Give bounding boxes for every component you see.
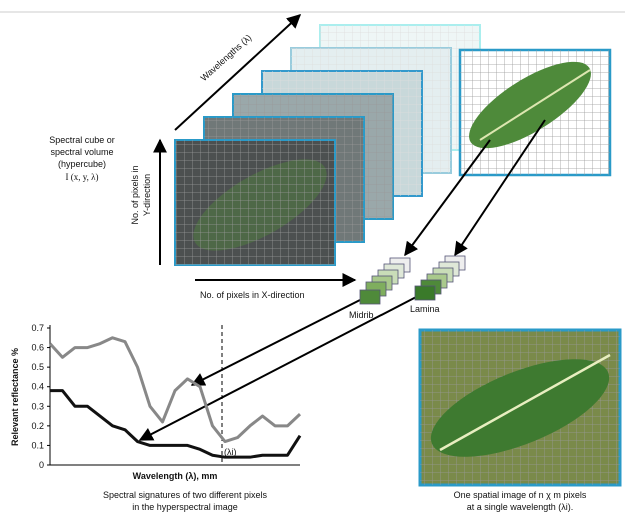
y-tick-label: 0.7 [31, 323, 44, 333]
cube-title: Spectral cube or [49, 135, 115, 145]
hypercube [175, 25, 610, 268]
x-direction-label: No. of pixels in X-direction [200, 290, 305, 300]
marker-label: (λi) [224, 447, 237, 457]
y-tick-label: 0.2 [31, 421, 44, 431]
caption: at a single wavelength (λi). [467, 502, 574, 512]
spectral-curve [50, 338, 300, 442]
caption: in the hyperspectral image [132, 502, 238, 512]
cube-title: I (x, y, λ) [65, 172, 98, 182]
cube-title: (hypercube) [58, 159, 106, 169]
midrib-label: Midrib [349, 310, 374, 320]
y-tick-label: 0.3 [31, 401, 44, 411]
y-tick-label: 0.1 [31, 440, 44, 450]
y-direction-label: No. of pixels in [130, 165, 140, 224]
y-tick-label: 0.5 [31, 362, 44, 372]
y-axis-label: Relevant reflectance % [10, 348, 20, 446]
lamina-label: Lamina [410, 304, 440, 314]
wavelength-label: Wavelengths (λ) [199, 32, 254, 83]
y-tick-label: 0 [39, 460, 44, 470]
caption: One spatial image of n χ m pixels [454, 490, 587, 500]
diagram: Midrib Lamina Wavelengths (λ) Spectral c… [0, 0, 625, 513]
y-direction-label: Y-direction [142, 174, 152, 216]
pixel-stacks [360, 256, 465, 304]
chart: (λi) Relevant reflectance % Wavelength (… [10, 323, 300, 481]
caption: Spectral signatures of two different pix… [103, 490, 267, 500]
x-axis-label: Wavelength (λ), mm [133, 471, 218, 481]
y-tick-label: 0.4 [31, 382, 44, 392]
y-tick-label: 0.6 [31, 343, 44, 353]
cube-title: spectral volume [50, 147, 113, 157]
spectral-curve [50, 391, 300, 458]
